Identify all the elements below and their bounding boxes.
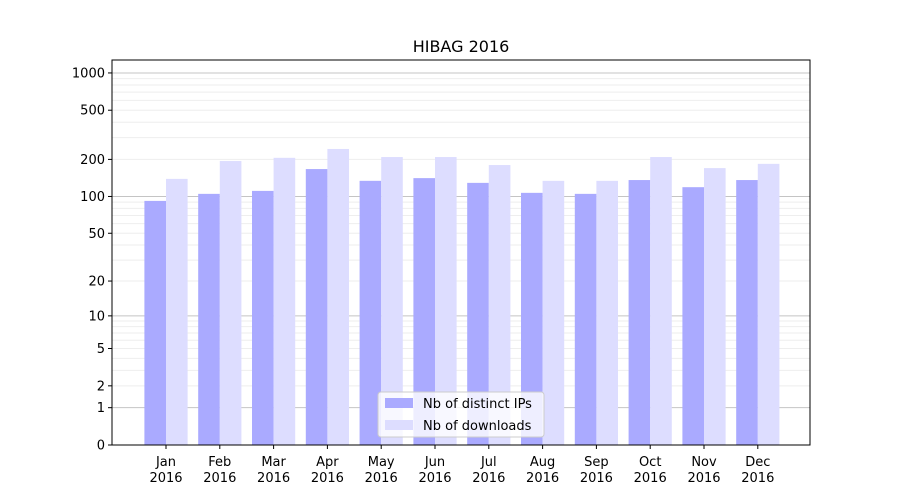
legend-label-downloads: Nb of downloads: [423, 419, 532, 434]
legend-box: [377, 391, 545, 438]
x-tick-label-year: 2016: [526, 471, 559, 486]
bar-downloads: [650, 157, 672, 445]
x-tick-label-month: Mar: [261, 455, 286, 470]
x-tick-label-month: May: [368, 455, 395, 470]
bar-distinct-ips: [305, 169, 328, 445]
x-tick-label-year: 2016: [634, 471, 667, 486]
y-tick-label: 20: [88, 275, 105, 290]
bar-downloads: [327, 148, 349, 445]
x-tick-label-year: 2016: [687, 471, 720, 486]
y-tick-label: 2: [97, 379, 105, 394]
bar-downloads: [166, 178, 188, 445]
chart-title: HIBAG 2016: [413, 37, 510, 56]
x-tick-label-year: 2016: [472, 471, 505, 486]
bar-distinct-ips: [198, 193, 220, 445]
bar-distinct-ips: [467, 182, 489, 445]
x-tick-label-month: Apr: [316, 455, 339, 470]
legend-swatch-downloads: [385, 420, 413, 430]
bars: [144, 148, 780, 446]
plot-frame: [111, 59, 811, 446]
x-tick-label-month: Dec: [745, 455, 770, 470]
x-tick-label-month: Jan: [155, 455, 176, 470]
x-tick-label-month: Oct: [639, 455, 661, 470]
bar-downloads: [704, 168, 726, 446]
x-tick-label-month: Sep: [584, 455, 609, 470]
x-tick-label-year: 2016: [418, 471, 451, 486]
bar-distinct-ips: [574, 193, 597, 445]
x-tick-label-year: 2016: [149, 471, 182, 486]
x-tick-label-year: 2016: [741, 471, 774, 486]
bar-distinct-ips: [359, 180, 382, 445]
y-tick-label: 200: [80, 153, 105, 168]
x-tick-label-year: 2016: [257, 471, 290, 486]
x-tick-label-year: 2016: [365, 471, 398, 486]
bar-downloads: [596, 180, 618, 445]
y-tick-label: 1: [97, 401, 105, 416]
y-tick-label: 5: [97, 342, 105, 357]
x-tick-label-month: Nov: [691, 455, 717, 470]
bar-distinct-ips: [682, 187, 704, 445]
bar-downloads: [488, 165, 511, 445]
bar-distinct-ips: [736, 180, 758, 446]
bar-distinct-ips: [521, 192, 543, 445]
x-tick-label-month: Feb: [208, 455, 231, 470]
bar-downloads: [381, 157, 403, 445]
legend-label-ips: Nb of distinct IPs: [423, 397, 532, 412]
bar-distinct-ips: [413, 178, 435, 445]
x-tick-label-month: Aug: [530, 455, 555, 470]
x-tick-label-year: 2016: [203, 471, 236, 486]
legend: Nb of distinct IPs Nb of downloads: [377, 391, 545, 438]
bar-distinct-ips: [628, 180, 651, 446]
bar-downloads: [273, 157, 296, 445]
y-tick-label: 50: [88, 227, 105, 242]
legend-swatch-ips: [385, 398, 413, 408]
y-tick-label: 500: [80, 104, 105, 119]
y-tick-label: 100: [80, 190, 105, 205]
bar-downloads: [219, 161, 242, 445]
bar-distinct-ips: [144, 200, 166, 445]
y-tick-label: 1000: [72, 66, 105, 81]
y-tick-label: 0: [97, 439, 105, 454]
bar-downloads: [542, 180, 565, 445]
x-tick-label-year: 2016: [580, 471, 613, 486]
x-tick-label-month: Jun: [424, 455, 445, 470]
x-tick-label-month: Jul: [480, 455, 497, 470]
bar-downloads: [435, 157, 457, 445]
bar-distinct-ips: [252, 190, 274, 445]
y-axis: 0 1 2 5 10 20 50 100 200 500 1000: [72, 66, 112, 454]
x-tick-label-year: 2016: [311, 471, 344, 486]
y-tick-label: 10: [88, 309, 105, 324]
bar-downloads: [757, 163, 780, 445]
x-axis: Jan2016Feb2016Mar2016Apr2016May2016Jun20…: [149, 445, 774, 486]
